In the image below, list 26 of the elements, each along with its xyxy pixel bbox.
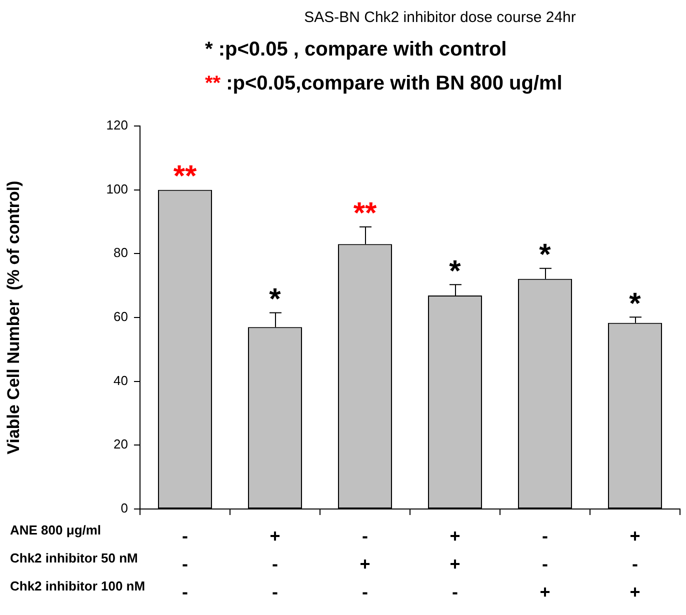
y-tick-label: 120	[106, 118, 128, 133]
x-tick-label: - - -	[182, 526, 188, 602]
annotation: *	[449, 254, 462, 288]
y-tick-label: 100	[106, 181, 128, 196]
annotation: **	[353, 197, 377, 230]
y-tick-label: 60	[114, 309, 128, 324]
y-tick-label: 80	[114, 245, 128, 260]
annotation: *	[269, 282, 282, 316]
annotation: *	[539, 238, 552, 272]
x-tick-label: - + -	[360, 526, 370, 602]
text: * :p<0.05 , compare with control	[205, 38, 507, 61]
x-tick-label: + + -	[450, 526, 460, 602]
annotation: **	[173, 160, 197, 194]
annotation: *	[629, 287, 642, 320]
text: Chk2 inhibitor 100 nM	[10, 578, 146, 594]
y-tick-label: 20	[114, 436, 128, 452]
text: Chk2 inhibitor 50 nM	[10, 550, 138, 566]
y-axis-title: Viable Cell Number (% of control)	[4, 180, 23, 454]
chart-title: SAS-BN Chk2 inhibitor dose course 24hr	[304, 9, 576, 26]
x-tick-label: - - +	[540, 526, 550, 602]
x-tick-label: + - -	[270, 526, 280, 602]
y-tick-label: 0	[120, 500, 128, 516]
y-tick-label: 40	[114, 372, 128, 388]
text: ** :p<0.05,compare with BN 800 ug/ml	[205, 72, 562, 95]
x-tick-label: + - +	[630, 526, 640, 602]
text: ANE 800 μg/ml	[10, 522, 102, 538]
